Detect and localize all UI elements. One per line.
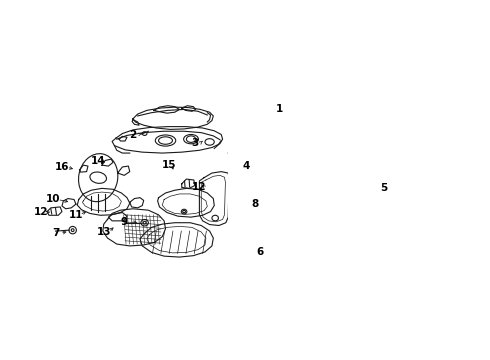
Text: 1: 1 (276, 104, 283, 114)
Text: 4: 4 (242, 161, 249, 171)
Text: 2: 2 (129, 130, 137, 140)
Text: 10: 10 (46, 194, 60, 203)
Text: 8: 8 (251, 199, 259, 209)
Text: 14: 14 (91, 156, 105, 166)
Text: 11: 11 (69, 210, 83, 220)
Text: 13: 13 (97, 227, 111, 237)
Text: 15: 15 (162, 160, 176, 170)
Text: 16: 16 (55, 162, 69, 172)
Text: 7: 7 (52, 228, 59, 238)
Text: 12: 12 (34, 207, 49, 217)
Text: 12: 12 (192, 182, 207, 192)
Text: 5: 5 (381, 183, 388, 193)
Text: 9: 9 (120, 217, 127, 227)
Text: 6: 6 (256, 247, 264, 257)
Text: 3: 3 (191, 138, 198, 148)
